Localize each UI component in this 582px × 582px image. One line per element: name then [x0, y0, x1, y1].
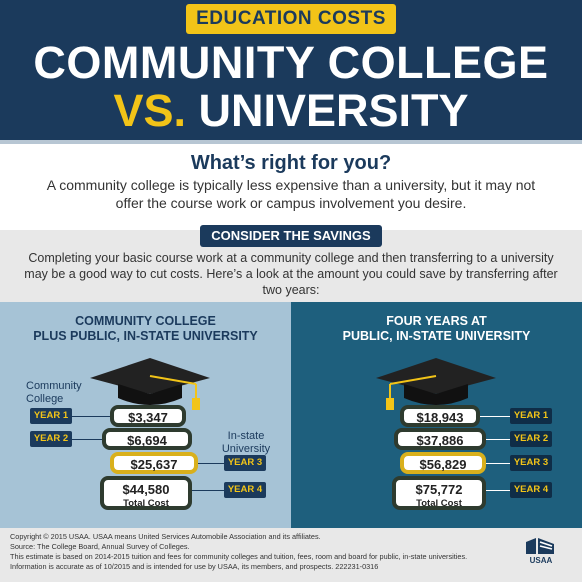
- footer-copyright: Copyright © 2015 USAA. USAA means United…: [10, 532, 321, 541]
- intro-description: A community college is typically less ex…: [46, 177, 536, 211]
- year1-label-right: YEAR 1: [510, 408, 552, 424]
- book-year3-right: $56,829: [400, 452, 486, 474]
- usaa-logo-text: USAA: [529, 556, 553, 565]
- book-year2: $6,694: [102, 428, 192, 450]
- footer-disclaimer: Information is accurate as of 10/2015 an…: [10, 562, 379, 571]
- title-vs: VS.: [113, 85, 186, 136]
- graduation-cap-icon: [90, 358, 210, 410]
- year3-label: YEAR 3: [224, 455, 266, 471]
- book-year1-right: $18,943: [400, 405, 480, 427]
- year4-label: YEAR 4: [224, 482, 266, 498]
- community-college-label: Community College: [26, 380, 82, 406]
- book-year1: $3,347: [110, 405, 186, 427]
- book-year4-total: $44,580 Total Cost: [100, 476, 192, 510]
- total-label-left: Total Cost: [123, 498, 169, 509]
- total-label-right: Total Cost: [416, 498, 462, 509]
- year3-label-right: YEAR 3: [510, 455, 552, 471]
- connector-line: [486, 490, 510, 491]
- univ-label-line1: In-state: [227, 430, 265, 442]
- connector-line: [72, 439, 104, 440]
- connector-line: [196, 463, 226, 464]
- question-heading: What’s right for you?: [190, 152, 392, 174]
- right-heading-line2: PUBLIC, IN-STATE UNIVERSITY: [342, 329, 531, 343]
- left-panel-heading: COMMUNITY COLLEGE PLUS PUBLIC, IN-STATE …: [0, 314, 291, 344]
- intro-section: [0, 144, 582, 230]
- univ-label-line2: University: [221, 443, 271, 455]
- footer-text: Copyright © 2015 USAA. USAA means United…: [10, 532, 510, 572]
- total-amount-left: $44,580: [122, 482, 170, 497]
- year2-label: YEAR 2: [30, 431, 72, 447]
- year4-label-right: YEAR 4: [510, 482, 552, 498]
- book-year4-total-right: $75,772 Total Cost: [392, 476, 486, 510]
- year1-label: YEAR 1: [30, 408, 72, 424]
- usaa-eagle-icon: [526, 538, 554, 554]
- graduation-cap-icon: [376, 358, 496, 410]
- university-label: In-state University: [216, 430, 276, 456]
- connector-line: [72, 416, 112, 417]
- footer-source: Source: The College Board, Annual Survey…: [10, 542, 190, 551]
- divider: [0, 140, 582, 144]
- right-heading-line1: FOUR YEARS AT: [386, 314, 487, 328]
- connector-line: [486, 439, 510, 440]
- connector-line: [480, 416, 510, 417]
- left-heading-line1: COMMUNITY COLLEGE: [75, 314, 216, 328]
- consider-savings-badge: CONSIDER THE SAVINGS: [200, 225, 382, 247]
- book-year2-right: $37,886: [394, 428, 486, 450]
- page-title-line2: VS. UNIVERSITY: [0, 86, 582, 136]
- year2-label-right: YEAR 2: [510, 431, 552, 447]
- title-university: UNIVERSITY: [198, 85, 469, 136]
- total-amount-right: $75,772: [415, 482, 463, 497]
- cc-label-line1: Community: [26, 380, 82, 392]
- cc-label-line2: College: [26, 393, 64, 405]
- connector-line: [190, 490, 226, 491]
- page-title-line1: COMMUNITY COLLEGE: [33, 37, 549, 88]
- footer: [0, 528, 582, 582]
- left-heading-line2: PLUS PUBLIC, IN-STATE UNIVERSITY: [33, 329, 258, 343]
- connector-line: [486, 463, 510, 464]
- category-tag: EDUCATION COSTS: [186, 4, 396, 34]
- footer-estimate: This estimate is based on 2014-2015 tuit…: [10, 552, 468, 561]
- savings-description: Completing your basic course work at a c…: [24, 251, 558, 297]
- right-panel-heading: FOUR YEARS AT PUBLIC, IN-STATE UNIVERSIT…: [291, 314, 582, 344]
- book-year3: $25,637: [110, 452, 198, 474]
